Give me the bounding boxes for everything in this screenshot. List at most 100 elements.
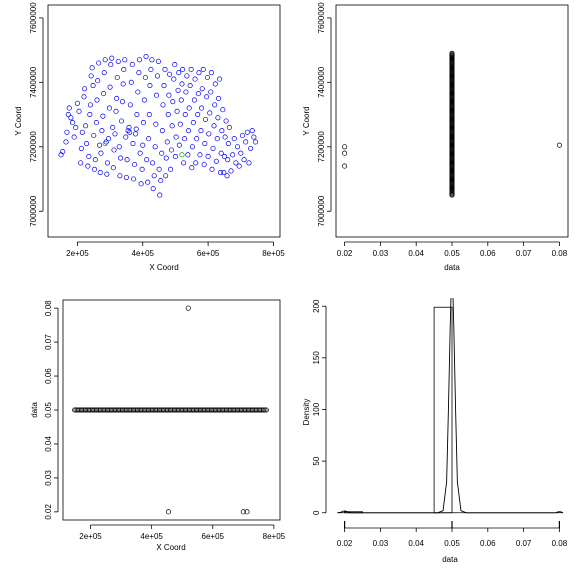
- data-point: [150, 186, 156, 192]
- data-point: [142, 74, 148, 81]
- data-point: [184, 73, 190, 79]
- data-point: [260, 407, 267, 413]
- data-point: [182, 136, 188, 142]
- data-point: [92, 157, 98, 163]
- y-tick-label: 7200000: [317, 131, 326, 163]
- x-tick-label: 0.06: [480, 539, 496, 548]
- data-point: [159, 150, 165, 156]
- data-point: [179, 152, 185, 158]
- data-point: [128, 79, 134, 85]
- data-point: [252, 139, 259, 145]
- data-point: [88, 73, 94, 79]
- data-point: [201, 161, 207, 168]
- x-axis-label: X Coord: [149, 263, 178, 272]
- data-point: [162, 66, 168, 72]
- data-point: [161, 83, 167, 89]
- data-point: [143, 54, 149, 60]
- x-axis-label: data: [442, 555, 458, 564]
- panel-data-ycoord: 0.02 0.03 0.04 0.05 0.06 0.07 0.08 7000000 72000…: [302, 2, 569, 272]
- y-tick-label: 0.02: [44, 504, 53, 520]
- data-point: [91, 166, 97, 172]
- data-point: [342, 144, 348, 150]
- data-point: [140, 120, 146, 126]
- data-point: [171, 76, 177, 82]
- plot-frame: [335, 4, 569, 238]
- data-point: [104, 171, 110, 177]
- data-point: [211, 123, 217, 129]
- data-point: [134, 112, 140, 118]
- data-point: [73, 124, 79, 130]
- data-point: [126, 124, 132, 130]
- data-point: [135, 89, 141, 95]
- data-point: [87, 102, 94, 108]
- data-point: [262, 407, 268, 413]
- data-point: [136, 70, 142, 76]
- data-point: [202, 116, 209, 122]
- x-tick-label: 0.08: [552, 249, 568, 258]
- data-point: [82, 86, 88, 92]
- data-point: [216, 95, 222, 101]
- data-point: [71, 134, 77, 140]
- data-point: [223, 118, 229, 124]
- data-point: [107, 84, 113, 90]
- data-point: [89, 65, 95, 71]
- y-axis-label: Y Coord: [14, 106, 23, 135]
- data-point: [180, 66, 186, 72]
- data-point: [122, 57, 128, 63]
- data-point: [212, 102, 218, 108]
- x-tick-label: 0.04: [408, 539, 424, 548]
- data-point: [449, 50, 455, 56]
- data-point: [60, 149, 66, 155]
- data-point: [137, 150, 143, 156]
- data-point: [123, 174, 129, 180]
- data-point: [94, 97, 100, 103]
- data-point: [194, 136, 200, 142]
- x-tick-label: 0.02: [337, 539, 353, 548]
- y-tick-label: 0.04: [44, 436, 53, 452]
- data-point: [204, 74, 211, 81]
- y-tick-label: 7400000: [29, 66, 38, 98]
- data-point: [64, 129, 70, 135]
- data-point: [342, 150, 348, 156]
- y-tick-label: 50: [312, 456, 321, 465]
- histogram-bar: [433, 306, 453, 514]
- plot-frame: [62, 299, 281, 521]
- data-point: [199, 105, 205, 111]
- data-point: [158, 178, 164, 184]
- data-point: [251, 134, 257, 140]
- data-point: [155, 58, 161, 64]
- data-point: [114, 74, 120, 81]
- data-point: [175, 87, 181, 93]
- data-point: [244, 129, 250, 135]
- data-point: [159, 128, 165, 134]
- data-point: [111, 147, 117, 153]
- data-point: [129, 62, 135, 68]
- x-tick-label: 0.05: [444, 249, 460, 258]
- data-point: [153, 92, 160, 98]
- data-point: [182, 112, 188, 118]
- data-point: [226, 124, 232, 130]
- data-point: [239, 132, 245, 139]
- data-point: [214, 136, 220, 142]
- data-point: [131, 176, 137, 182]
- data-point: [83, 123, 89, 129]
- data-point: [167, 71, 173, 77]
- y-tick-label: 7400000: [317, 66, 326, 98]
- data-point: [243, 139, 249, 145]
- data-point: [240, 509, 246, 515]
- x-tick-label: 4e+05: [140, 532, 163, 541]
- data-point: [177, 121, 183, 127]
- data-point: [144, 157, 150, 163]
- data-point: [78, 145, 84, 151]
- data-point: [197, 152, 203, 158]
- data-point: [164, 139, 170, 145]
- data-point: [105, 136, 112, 142]
- data-point: [58, 152, 64, 158]
- scatter-points: [72, 305, 269, 515]
- y-tick-label: 7600000: [29, 2, 38, 34]
- data-point: [202, 141, 208, 147]
- data-point: [65, 112, 71, 118]
- y-tick-label: 150: [312, 351, 321, 365]
- x-tick-label: 0.08: [552, 539, 568, 548]
